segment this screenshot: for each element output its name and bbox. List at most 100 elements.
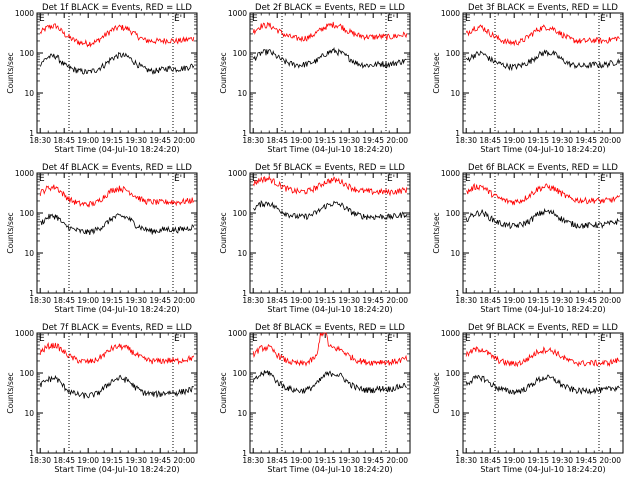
y-tick-label: 10 [237,409,247,418]
x-tick-label: 20:00 [386,136,408,145]
events-series-line [252,369,407,394]
lld-series-line [39,23,195,48]
y-tick-label: 10 [237,249,247,258]
plot-frame [249,332,411,454]
x-tick-label: 19:30 [125,296,147,305]
x-tick-label: 18:30 [242,456,264,465]
x-tick-label: 19:00 [290,456,312,465]
plot-frame [462,332,624,454]
y-axis-label: Counts/sec [6,52,15,93]
y-axis-label: Counts/sec [219,52,228,93]
x-tick-label: 19:30 [125,136,147,145]
x-tick-label: 19:45 [362,296,384,305]
y-tick-label: 100 [446,369,461,378]
events-series-line [253,199,408,221]
y-tick-label: 10 [24,409,34,418]
lld-series-line [39,342,195,365]
x-tick-label: 19:15 [101,296,123,305]
x-axis-label: Start Time (04-Jul-10 18:24:20) [267,465,392,474]
marker-label: E [252,334,258,344]
lld-series-line [465,24,620,47]
x-tick-label: 19:15 [314,456,336,465]
y-tick-label: 1000 [15,9,34,18]
x-tick-label: 18:30 [455,136,477,145]
plot-frame [36,172,198,294]
marker-label: E [252,174,258,184]
marker-label: E' [387,174,395,184]
marker-label: E' [387,334,395,344]
y-tick-label: 100 [233,49,248,58]
x-tick-label: 19:45 [149,136,171,145]
x-tick-label: 18:45 [479,136,501,145]
lld-series-line [466,182,621,206]
panel-det-5: Det 5f BLACK = Events, RED = LLD 1 10 100 10… [219,163,411,314]
y-axis-label: Counts/sec [6,212,15,253]
x-tick-label: 18:30 [29,296,51,305]
marker-label: E [465,14,471,24]
x-tick-label: 18:45 [479,296,501,305]
x-tick-label: 18:45 [53,296,75,305]
y-tick-label: 1 [455,129,460,138]
x-axis-label: Start Time (04-Jul-10 18:24:20) [480,465,605,474]
x-tick-label: 19:00 [503,296,525,305]
x-tick-label: 18:45 [53,456,75,465]
y-tick-label: 1000 [441,329,460,338]
marker-label: E' [174,334,182,344]
events-series-line [39,51,195,75]
x-axis-label: Start Time (04-Jul-10 18:24:20) [54,145,179,154]
marker-label: E [252,14,258,24]
marker-label: E [39,174,45,184]
y-tick-label: 1 [29,129,34,138]
x-tick-label: 18:45 [479,456,501,465]
y-axis-label: Counts/sec [219,372,228,413]
panel-det-6: Det 6f BLACK = Events, RED = LLD 1 10 100 10… [432,163,624,314]
panel-title: Det 5f BLACK = Events, RED = LLD [255,163,405,173]
plot-frame [36,332,198,454]
x-tick-label: 19:45 [575,456,597,465]
x-tick-label: 18:45 [266,456,288,465]
panel-det-9: Det 9f BLACK = Events, RED = LLD 1 10 100 10… [432,323,624,474]
y-tick-label: 100 [20,49,35,58]
panel-det-8: Det 8f BLACK = Events, RED = LLD 1 10 100 10… [219,323,411,474]
panel-title: Det 1f BLACK = Events, RED = LLD [42,3,192,13]
x-tick-label: 20:00 [599,456,621,465]
panel-det-7: Det 7f BLACK = Events, RED = LLD 1 10 100 10… [6,323,198,474]
x-axis-label: Start Time (04-Jul-10 18:24:20) [480,305,605,314]
y-tick-label: 100 [233,209,248,218]
x-tick-label: 19:30 [551,136,573,145]
y-axis-label: Counts/sec [432,212,441,253]
x-tick-label: 19:00 [77,296,99,305]
x-tick-label: 19:45 [362,456,384,465]
marker-label: E' [174,174,182,184]
y-axis-label: Counts/sec [432,372,441,413]
y-axis-label: Counts/sec [432,52,441,93]
y-tick-label: 100 [20,209,35,218]
y-tick-label: 10 [24,89,34,98]
x-tick-label: 19:30 [551,296,573,305]
x-tick-label: 19:45 [149,456,171,465]
y-tick-label: 1000 [15,329,34,338]
x-tick-label: 18:30 [242,136,264,145]
marker-label: E' [600,174,608,184]
panel-title: Det 7f BLACK = Events, RED = LLD [42,323,192,333]
marker-label: E' [600,14,608,24]
plot-frame [462,12,624,134]
panel-title: Det 8f BLACK = Events, RED = LLD [255,323,405,333]
x-tick-label: 19:30 [338,456,360,465]
x-axis-label: Start Time (04-Jul-10 18:24:20) [480,145,605,154]
y-tick-label: 1000 [441,169,460,178]
events-series-line [465,207,620,230]
x-axis-label: Start Time (04-Jul-10 18:24:20) [54,305,179,314]
marker-label: E [465,174,471,184]
x-tick-label: 20:00 [173,296,195,305]
panel-det-2: Det 2f BLACK = Events, RED = LLD 1 10 100 10… [219,3,411,154]
y-tick-label: 1 [455,289,460,298]
x-tick-label: 19:30 [551,456,573,465]
panel-title: Det 6f BLACK = Events, RED = LLD [468,163,618,173]
panel-title: Det 4f BLACK = Events, RED = LLD [42,163,192,173]
x-tick-label: 18:30 [455,296,477,305]
y-tick-label: 1000 [228,9,247,18]
x-tick-label: 19:15 [527,456,549,465]
x-axis-label: Start Time (04-Jul-10 18:24:20) [267,145,392,154]
